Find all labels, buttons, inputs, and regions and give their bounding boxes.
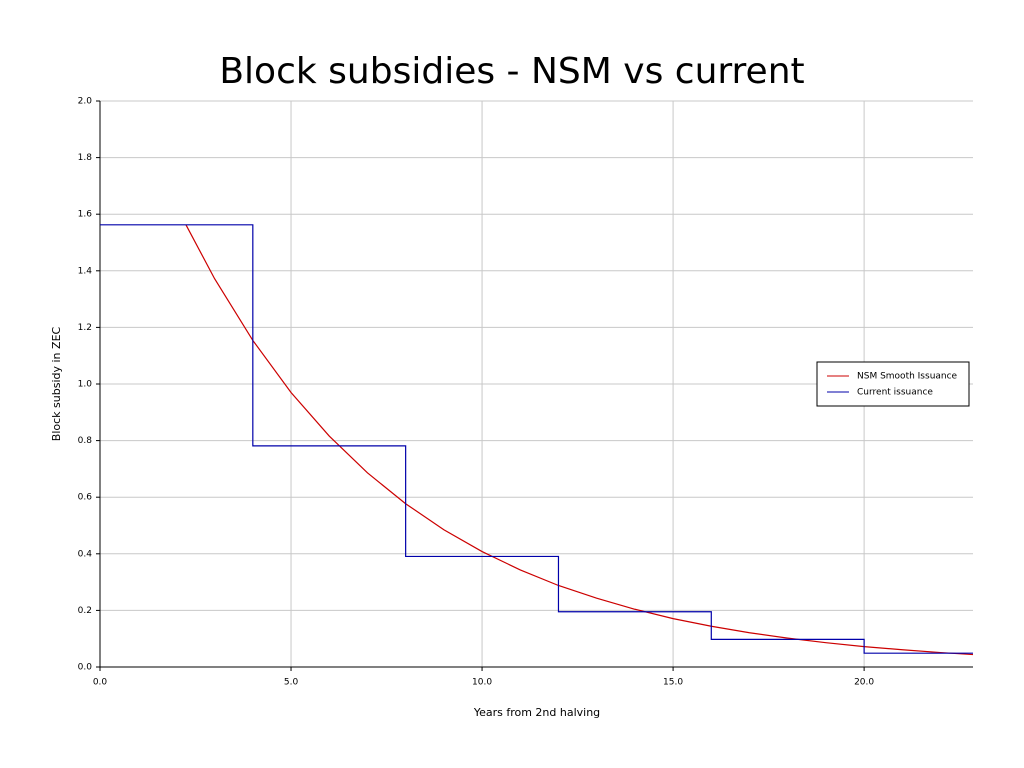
y-tick-label: 0.0 [78,663,93,673]
x-tick-label: 10.0 [472,678,492,688]
legend-label: NSM Smooth Issuance [857,372,958,382]
x-tick-label: 0.0 [93,678,108,688]
y-tick-label: 1.4 [78,266,93,276]
y-tick-label: 1.8 [78,153,93,163]
y-tick-label: 1.0 [78,380,93,390]
y-tick-label: 2.0 [78,97,93,107]
y-tick-label: 1.2 [78,323,92,333]
y-tick-label: 0.8 [78,436,93,446]
x-tick-label: 15.0 [663,678,683,688]
series-line [185,224,974,656]
x-tick-label: 5.0 [284,678,299,688]
series-line [100,224,973,654]
y-tick-label: 0.6 [78,493,93,503]
y-axis-label: Block subsidy in ZEC [50,326,63,441]
y-tick-label: 0.2 [78,606,92,616]
x-axis-label: Years from 2nd halving [473,706,600,719]
chart-title: Block subsidies - NSM vs current [219,51,804,92]
legend-box [816,361,970,407]
y-tick-label: 0.4 [78,549,93,559]
x-tick-label: 20.0 [854,678,874,688]
y-tick-label: 1.6 [78,210,93,220]
legend-label: Current issuance [857,388,933,398]
